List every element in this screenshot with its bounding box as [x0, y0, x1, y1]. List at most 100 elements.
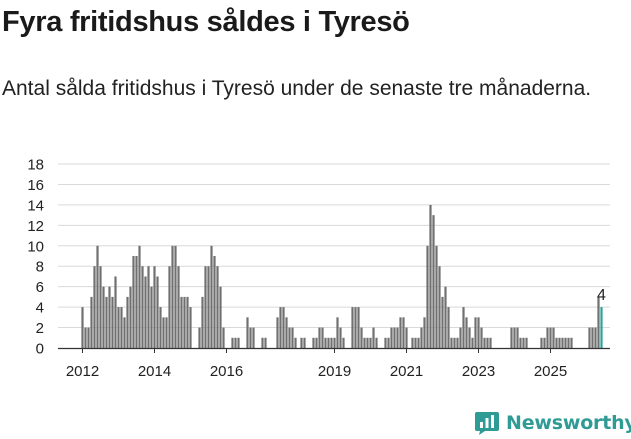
bar	[234, 337, 237, 348]
bar	[219, 286, 222, 348]
bar	[417, 337, 420, 348]
x-tick-label: 2012	[66, 363, 99, 380]
bar	[369, 337, 372, 348]
bar	[321, 327, 324, 348]
chart-subtitle: Antal sålda fritidshus i Tyresö under de…	[2, 77, 592, 100]
bar	[261, 337, 264, 348]
bar	[162, 317, 165, 348]
bar	[336, 317, 339, 348]
bar	[438, 266, 441, 348]
newsworthy-brand: Newsworthy	[474, 407, 631, 439]
bar	[102, 286, 105, 348]
bar	[264, 337, 267, 348]
bar	[186, 296, 189, 348]
bar	[351, 307, 354, 348]
bar	[327, 337, 330, 348]
bar	[591, 327, 594, 348]
bar	[543, 337, 546, 348]
bar	[333, 337, 336, 348]
bar	[90, 296, 93, 348]
bar	[462, 307, 465, 348]
bar	[120, 307, 123, 348]
bar	[180, 296, 183, 348]
bar	[291, 327, 294, 348]
bar	[363, 337, 366, 348]
bar	[357, 307, 360, 348]
bar	[93, 266, 96, 348]
y-tick-label: 2	[36, 320, 44, 337]
bar	[549, 327, 552, 348]
bar	[177, 266, 180, 348]
bar	[393, 327, 396, 348]
y-tick-label: 12	[27, 218, 44, 235]
bar	[453, 337, 456, 348]
bar	[156, 276, 159, 348]
bar	[111, 296, 114, 348]
bar	[207, 266, 210, 348]
bar	[108, 286, 111, 348]
bar	[468, 327, 471, 348]
bar	[459, 327, 462, 348]
y-axis-tick-labels: 0 2 4 6 8 10 12 14 16 18	[27, 157, 44, 358]
bar	[312, 337, 315, 348]
bar	[213, 256, 216, 348]
bar	[432, 215, 435, 348]
bar	[525, 337, 528, 348]
bar	[396, 327, 399, 348]
bar	[150, 286, 153, 348]
bar	[510, 327, 513, 348]
latest-value-label: 4	[597, 287, 606, 304]
bar	[411, 337, 414, 348]
bar	[129, 286, 132, 348]
bar	[489, 337, 492, 348]
bar	[285, 317, 288, 348]
bar	[324, 337, 327, 348]
bar	[597, 296, 600, 348]
bars	[81, 204, 603, 348]
bar	[84, 327, 87, 348]
bar	[558, 337, 561, 348]
x-tick-label: 2023	[462, 363, 495, 380]
bar	[288, 327, 291, 348]
bar	[555, 337, 558, 348]
bar	[513, 327, 516, 348]
bar	[387, 337, 390, 348]
bar	[450, 337, 453, 348]
bar-latest	[600, 307, 603, 348]
bar	[447, 307, 450, 348]
bar	[114, 276, 117, 348]
bar	[420, 327, 423, 348]
bar	[561, 337, 564, 348]
x-tick-label: 2014	[138, 363, 171, 380]
bar	[144, 276, 147, 348]
bar	[147, 266, 150, 348]
bar	[360, 327, 363, 348]
bar	[135, 256, 138, 348]
bar	[480, 327, 483, 348]
bar	[216, 266, 219, 348]
bar	[366, 337, 369, 348]
bar	[303, 337, 306, 348]
bar	[471, 337, 474, 348]
y-tick-label: 16	[27, 177, 44, 194]
bar	[594, 327, 597, 348]
bar	[474, 317, 477, 348]
bar	[204, 266, 207, 348]
bar	[123, 317, 126, 348]
bar	[282, 307, 285, 348]
bar	[183, 296, 186, 348]
bar	[141, 266, 144, 348]
bar	[423, 317, 426, 348]
bar	[126, 296, 129, 348]
bar-chart: 0 2 4 6 8 10 12 14 16 18 2012 2014 2016 2019 2021 2023…	[27, 157, 610, 380]
bar	[588, 327, 591, 348]
y-tick-label: 8	[36, 259, 44, 276]
bar	[222, 327, 225, 348]
y-tick-label: 10	[27, 238, 44, 255]
bar	[237, 337, 240, 348]
bar	[390, 327, 393, 348]
bar	[210, 245, 213, 348]
grid-lines	[58, 163, 610, 329]
bar	[189, 307, 192, 348]
x-tick-label: 2019	[318, 363, 351, 380]
